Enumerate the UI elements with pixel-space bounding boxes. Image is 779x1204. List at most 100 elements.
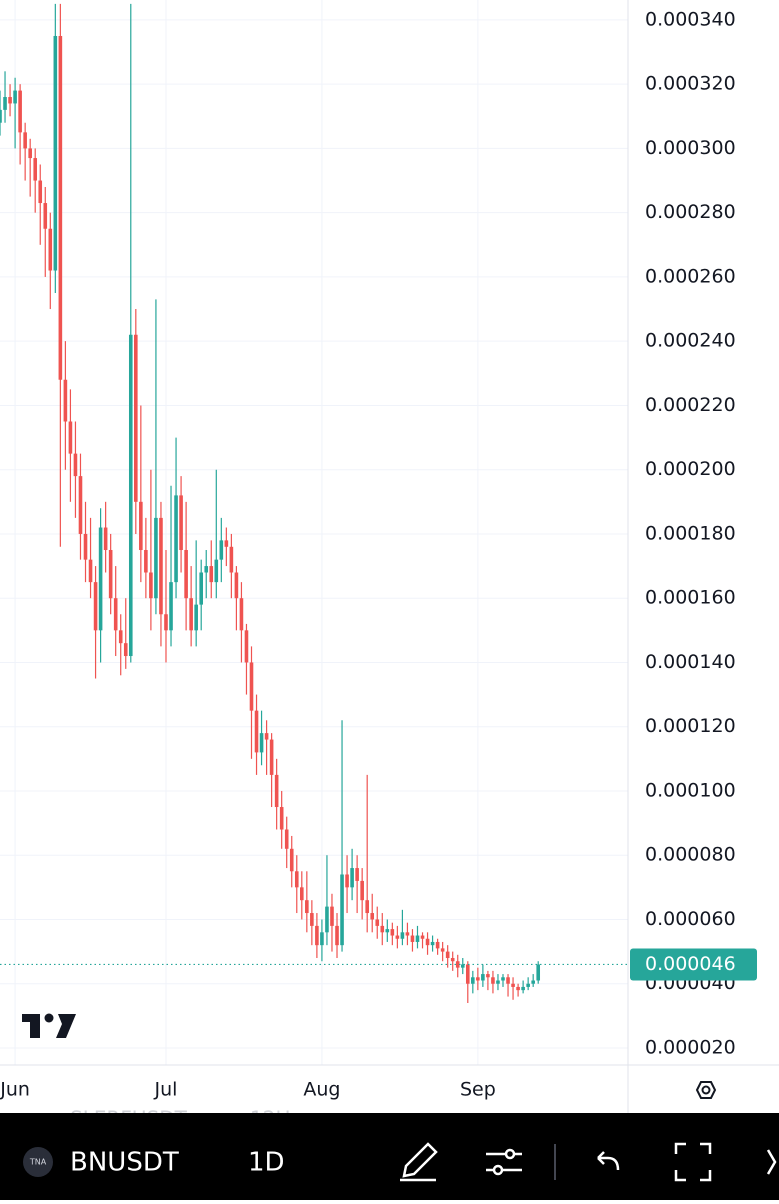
candle-body — [103, 527, 108, 551]
candle-body — [390, 929, 395, 936]
candle-body — [420, 935, 425, 939]
candle-body — [284, 829, 289, 849]
y-tick-label: 0.000280 — [645, 201, 736, 223]
candle-body — [305, 900, 309, 914]
candle-body — [204, 566, 209, 573]
y-tick-label: 0.000300 — [645, 137, 736, 159]
candle-body — [118, 630, 123, 644]
more-button[interactable] — [766, 1149, 777, 1175]
candle-body — [83, 533, 88, 560]
candle-body — [3, 97, 7, 110]
settings-button[interactable] — [695, 1081, 717, 1099]
candle-body — [8, 97, 12, 104]
y-tick-label: 0.000120 — [645, 715, 736, 737]
candle-body — [174, 495, 178, 583]
y-tick-label: 0.000180 — [645, 522, 736, 544]
candle-body — [43, 203, 48, 229]
candle-body — [279, 807, 284, 830]
axes: 0.0000200.0000400.0000600.0000800.000100… — [0, 8, 736, 1100]
y-tick-label: 0.000100 — [645, 779, 736, 801]
candle-body — [455, 961, 460, 968]
candle-body — [335, 925, 339, 946]
candle-body — [410, 935, 415, 942]
candle-body — [209, 566, 214, 583]
candle-body — [159, 517, 163, 615]
candle-body — [430, 941, 435, 946]
y-tick-label: 0.000200 — [645, 458, 736, 480]
candle-body — [355, 868, 359, 881]
last-price-label: 0.000046 — [645, 953, 736, 975]
toolbar-symbol[interactable]: BNUSDT — [70, 1148, 179, 1178]
x-tick-label: Aug — [303, 1079, 340, 1101]
candle-body — [48, 228, 53, 271]
toolbar — [0, 1113, 779, 1200]
plot-area — [0, 3, 541, 1003]
candle-body — [330, 906, 334, 926]
candle-body — [300, 887, 304, 901]
x-tick-label: Jul — [154, 1079, 178, 1101]
candle-body — [521, 986, 525, 991]
y-tick-label: 0.000260 — [645, 265, 736, 287]
candle-body — [360, 880, 364, 901]
y-tick-label: 0.000140 — [645, 651, 736, 673]
candle-body — [144, 550, 148, 573]
candle-body — [28, 148, 32, 159]
candle-body — [350, 868, 354, 888]
candle-body — [526, 983, 530, 987]
candle-body — [33, 158, 38, 181]
y-tick-label: 0.000240 — [645, 330, 736, 352]
candle-body — [98, 527, 103, 631]
candle-body — [68, 421, 73, 454]
candle-body — [440, 948, 445, 952]
candle-body — [108, 550, 113, 599]
toolbar-interval[interactable]: 1D — [248, 1148, 285, 1178]
candle-body — [164, 614, 168, 631]
candle-body — [254, 710, 259, 753]
symbol-icon[interactable]: TNA — [23, 1147, 53, 1177]
candle-body — [88, 559, 93, 583]
x-tick-label: Jun — [0, 1079, 30, 1101]
candle-body — [63, 379, 68, 422]
y-tick-label: 0.000060 — [645, 908, 736, 930]
undo-button[interactable] — [597, 1151, 620, 1171]
fullscreen-button[interactable] — [674, 1142, 712, 1182]
candle-body — [385, 929, 390, 933]
y-tick-label: 0.000160 — [645, 587, 736, 609]
candle-body — [224, 540, 229, 547]
candle-body — [169, 582, 173, 631]
candle-body — [481, 974, 485, 981]
candle-body — [425, 938, 430, 946]
candle-body — [491, 977, 495, 984]
indicators-button[interactable] — [486, 1148, 522, 1176]
candle-body — [189, 598, 193, 631]
candle-body — [536, 964, 541, 981]
last-price-badge — [630, 948, 757, 981]
candle-body — [259, 733, 264, 753]
candle-body — [315, 925, 319, 946]
candle-body — [13, 90, 17, 104]
candle-body — [274, 774, 279, 808]
drawing-tool-button[interactable] — [400, 1142, 438, 1182]
candle-body — [471, 977, 475, 984]
candle-body — [113, 598, 118, 631]
candle-body — [249, 662, 254, 711]
candle-body — [380, 925, 385, 933]
candle-body — [450, 958, 455, 962]
candle-body — [229, 546, 234, 573]
candle-body — [234, 572, 239, 599]
candle-body — [23, 132, 27, 149]
candle-body — [415, 935, 420, 942]
candle-body — [476, 977, 480, 981]
candle-body — [325, 906, 329, 933]
candle-body — [395, 935, 400, 939]
candle-body — [73, 453, 78, 477]
candle-body — [179, 495, 183, 551]
x-tick-label: Sep — [460, 1079, 496, 1101]
candle-body — [460, 964, 465, 968]
candle-body — [264, 733, 269, 740]
candle-body — [18, 90, 22, 133]
candle-body — [345, 874, 349, 888]
symbol-icon-text: TNA — [29, 1158, 47, 1167]
